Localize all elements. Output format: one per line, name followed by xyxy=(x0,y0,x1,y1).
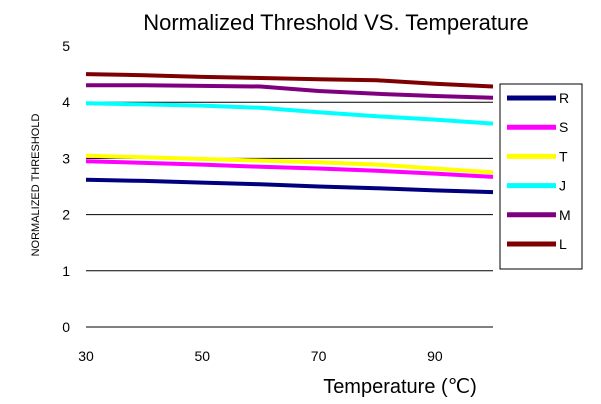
series-lines xyxy=(85,72,494,195)
series-line-J xyxy=(85,101,494,126)
legend-label-T: T xyxy=(559,148,568,164)
series-line-M xyxy=(86,83,494,100)
chart-title: Normalized Threshold VS. Temperature xyxy=(143,10,529,35)
y-tick-label: 2 xyxy=(62,207,70,223)
y-tick-label: 4 xyxy=(62,94,70,110)
legend-label-J: J xyxy=(559,178,566,194)
y-tick-label: 1 xyxy=(62,263,70,279)
legend-label-L: L xyxy=(559,236,567,252)
x-tick-label: 50 xyxy=(194,348,210,364)
series-line-L xyxy=(85,72,494,89)
legend-box xyxy=(499,83,583,270)
x-tick-label: 30 xyxy=(78,348,94,364)
x-tick-label: 70 xyxy=(311,348,327,364)
series-line-R xyxy=(85,177,494,195)
legend-label-M: M xyxy=(559,207,571,223)
legend-label-R: R xyxy=(559,90,569,106)
legend-label-S: S xyxy=(559,119,568,135)
y-tick-label: 3 xyxy=(62,150,70,166)
y-tick-labels: 0 1 2 3 4 5 xyxy=(62,38,70,335)
y-tick-label: 5 xyxy=(62,38,70,54)
x-tick-labels: 30 50 70 90 xyxy=(78,348,443,364)
x-axis-label: Temperature (℃) xyxy=(323,376,477,398)
series-line-T xyxy=(85,153,494,175)
series-line-S xyxy=(85,159,494,179)
y-tick-label: 0 xyxy=(62,319,70,335)
y-axis-label: NORMALIZED THRESHOLD xyxy=(30,114,42,257)
gridlines xyxy=(86,101,493,328)
x-tick-label: 90 xyxy=(427,348,443,364)
